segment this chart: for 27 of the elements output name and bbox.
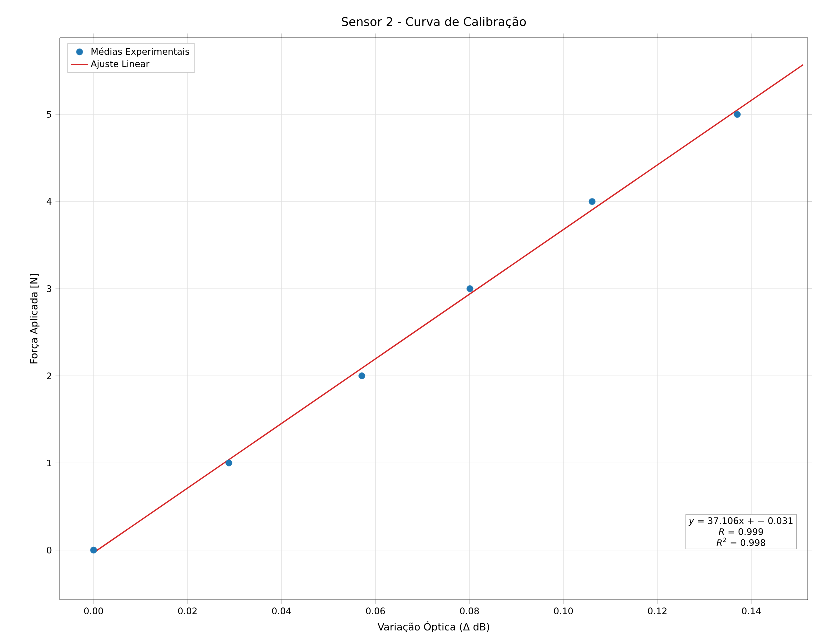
- annotation: R$^{2}$ = 0.998: [716, 538, 766, 546]
- y-tick-label: 4: [46, 198, 52, 206]
- point: [588, 198, 596, 206]
- y-tick-label: 0: [47, 546, 52, 554]
- y-axis-title: Força Aplicada [N]: [30, 274, 40, 364]
- y-tick-label: 3: [47, 286, 52, 292]
- x-tick-label: 0.12: [648, 608, 667, 615]
- x-tick-label: 0.02: [178, 608, 197, 615]
- point: [90, 546, 98, 554]
- y-tick-label: 5: [47, 111, 52, 118]
- point: [466, 286, 474, 292]
- y-tick-label: 2: [47, 372, 52, 380]
- y-tick-label: 1: [48, 460, 52, 466]
- x-tick-label: 0.00: [84, 608, 104, 615]
- legend-label: Ajuste Linear: [91, 60, 150, 70]
- point: [358, 372, 366, 380]
- x-tick-label: 0.14: [742, 608, 762, 615]
- legend-label: Médias Experimentais: [92, 48, 190, 57]
- annotation: R = 0.999: [719, 528, 764, 536]
- point: [226, 460, 233, 467]
- x-tick-label: 0.10: [554, 608, 574, 615]
- chart-title: Sensor 2 - Curva de Calibração: [342, 16, 526, 28]
- x-tick-label: 0.08: [460, 608, 480, 615]
- x-tick-label: 0.04: [272, 608, 292, 615]
- annotation: y = 37.106x + − 0.031: [688, 518, 793, 526]
- x-tick-label: 0.06: [366, 608, 386, 615]
- point: [734, 111, 741, 118]
